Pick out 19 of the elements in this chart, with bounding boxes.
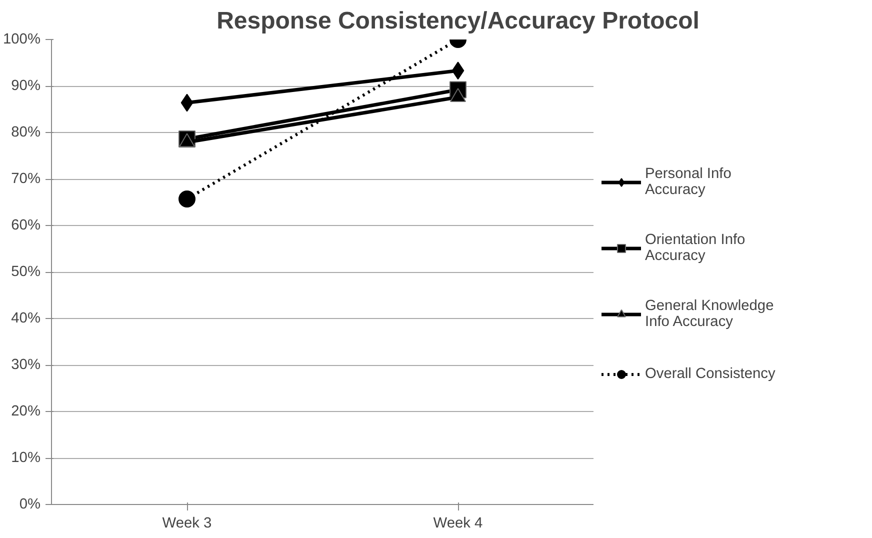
point — [178, 190, 196, 208]
y-tick-label: 0% — [19, 496, 41, 512]
y-tick-label: 90% — [11, 78, 41, 94]
y-tick-label: 70% — [11, 171, 41, 187]
y-tick-label: 40% — [11, 310, 41, 326]
legend-label: Overall Consistency — [645, 366, 776, 382]
y-tick-label: 10% — [11, 450, 41, 466]
x-tick-label: Week 4 — [433, 516, 483, 532]
y-tick-label: 20% — [11, 404, 41, 420]
y-tick-label: 100% — [3, 32, 41, 48]
legend-label: General Knowledge Info Accuracy — [645, 298, 774, 330]
chart-title: Response Consistency/Accuracy Protocol — [216, 8, 700, 34]
legend-label: Personal Info Accuracy — [645, 166, 732, 198]
y-tick-label: 30% — [11, 357, 41, 373]
legend-label: Orientation Info Accuracy — [645, 232, 746, 264]
y-tick-label: 50% — [11, 264, 41, 280]
y-tick-label: 80% — [11, 124, 41, 140]
x-tick-label: Week 3 — [162, 516, 212, 532]
y-tick-label: 60% — [11, 218, 41, 234]
